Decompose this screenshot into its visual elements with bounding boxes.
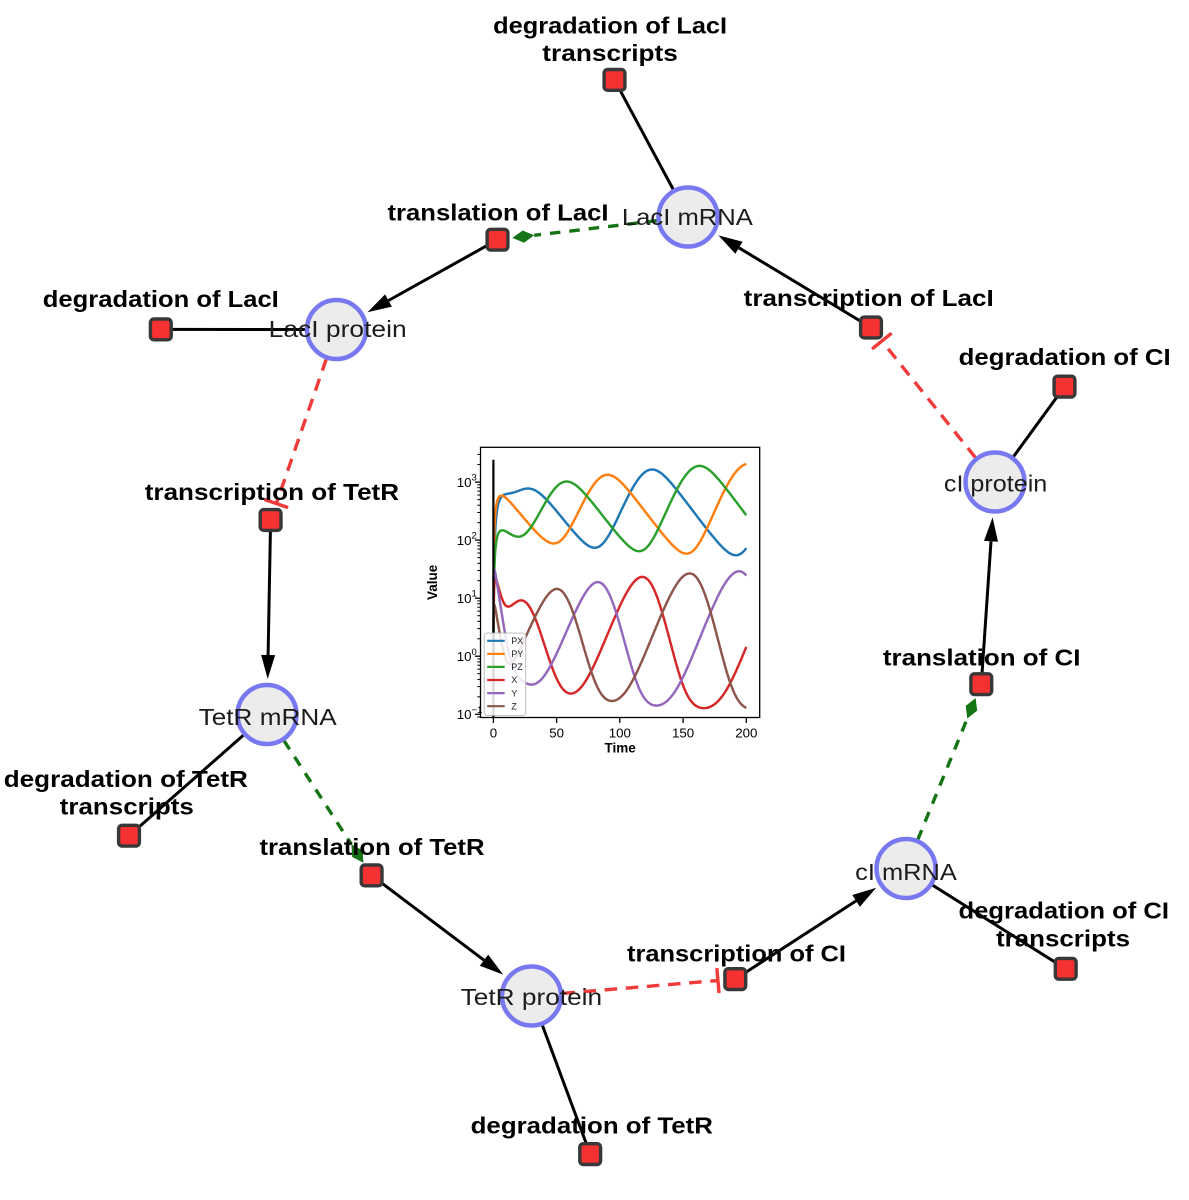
svg-text:LacI protein: LacI protein xyxy=(269,316,407,342)
svg-text:1: 1 xyxy=(472,589,477,600)
svg-text:degradation of CI: degradation of CI xyxy=(959,898,1170,924)
svg-text:degradation of CI: degradation of CI xyxy=(959,344,1171,370)
svg-text:0: 0 xyxy=(490,726,497,741)
svg-text:degradation of LacI: degradation of LacI xyxy=(493,12,727,38)
svg-text:translation of LacI: translation of LacI xyxy=(388,200,609,226)
svg-text:10: 10 xyxy=(457,475,472,490)
svg-text:−1: −1 xyxy=(472,705,483,716)
svg-text:3: 3 xyxy=(472,473,477,484)
svg-text:PZ: PZ xyxy=(511,662,523,672)
svg-text:cI mRNA: cI mRNA xyxy=(855,859,957,885)
svg-text:TetR mRNA: TetR mRNA xyxy=(199,704,337,730)
svg-text:transcription of TetR: transcription of TetR xyxy=(145,479,399,505)
svg-text:10: 10 xyxy=(457,591,472,606)
svg-text:Value: Value xyxy=(425,564,440,600)
svg-text:transcripts: transcripts xyxy=(60,794,194,820)
svg-text:2: 2 xyxy=(472,531,477,542)
svg-text:0: 0 xyxy=(472,647,477,658)
svg-text:150: 150 xyxy=(672,726,694,741)
svg-text:transcription of LacI: transcription of LacI xyxy=(744,285,994,311)
svg-text:transcription of CI: transcription of CI xyxy=(627,941,846,967)
svg-text:10: 10 xyxy=(457,707,472,722)
svg-text:degradation of TetR: degradation of TetR xyxy=(471,1113,713,1139)
svg-text:degradation of TetR: degradation of TetR xyxy=(4,766,248,792)
svg-text:transcripts: transcripts xyxy=(542,40,678,66)
svg-text:50: 50 xyxy=(549,726,564,741)
svg-text:transcripts: transcripts xyxy=(996,926,1130,952)
svg-text:10: 10 xyxy=(457,533,472,548)
svg-text:Y: Y xyxy=(511,688,517,698)
svg-text:Time: Time xyxy=(604,741,636,756)
svg-text:degradation of LacI: degradation of LacI xyxy=(43,286,279,312)
svg-text:translation of TetR: translation of TetR xyxy=(260,834,485,860)
svg-text:200: 200 xyxy=(735,726,757,741)
svg-text:PX: PX xyxy=(511,636,523,646)
svg-text:100: 100 xyxy=(609,726,631,741)
svg-text:Z: Z xyxy=(511,701,517,711)
svg-text:10: 10 xyxy=(457,649,472,664)
svg-text:TetR protein: TetR protein xyxy=(461,984,602,1010)
svg-text:LacI mRNA: LacI mRNA xyxy=(622,204,753,230)
svg-text:X: X xyxy=(511,675,517,685)
svg-text:translation of CI: translation of CI xyxy=(883,645,1081,671)
svg-text:PY: PY xyxy=(511,649,523,659)
svg-text:cI protein: cI protein xyxy=(944,471,1047,497)
